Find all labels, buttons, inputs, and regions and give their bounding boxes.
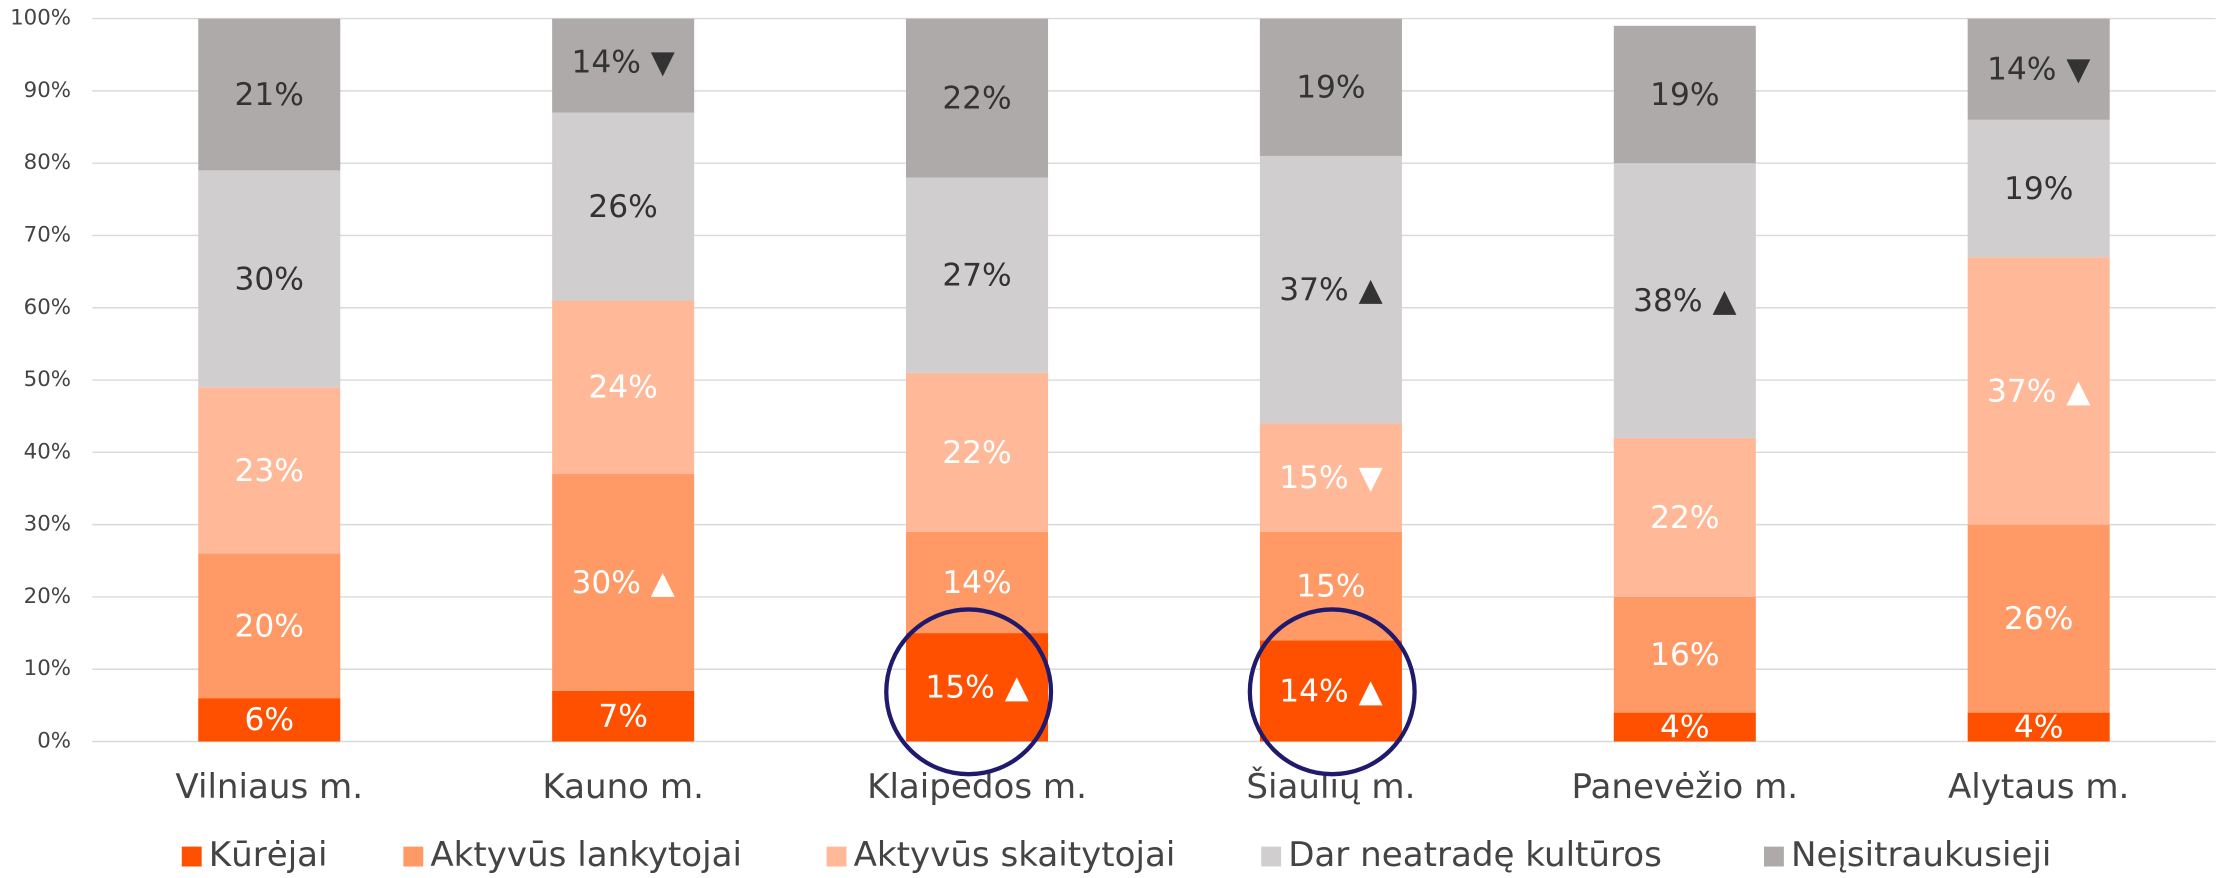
- legend-label: Dar neatradę kultūros: [1288, 835, 1662, 875]
- bars: [198, 18, 2110, 742]
- data-label: 14% ▲: [1279, 673, 1382, 709]
- bar-segment: [1259, 640, 1402, 742]
- bar-segment: [198, 170, 341, 388]
- bar-segment: [198, 553, 341, 699]
- legend-swatch: [1261, 846, 1282, 867]
- y-tick-label: 10%: [24, 656, 71, 681]
- bar-segment: [552, 18, 695, 113]
- y-tick-label: 60%: [24, 295, 71, 320]
- x-tick-label: Alytaus m.: [1948, 767, 2129, 807]
- legend-swatch: [1763, 846, 1784, 867]
- data-label: 26%: [2004, 601, 2073, 637]
- bar-segment: [906, 177, 1049, 373]
- data-label: 30%: [235, 261, 304, 297]
- legend-label: Neįsitraukusieji: [1791, 835, 2051, 875]
- y-tick-label: 0%: [37, 729, 71, 754]
- bar-segment: [1967, 119, 2110, 258]
- x-tick-label: Vilniaus m.: [175, 767, 363, 807]
- y-tick-label: 90%: [24, 78, 71, 103]
- y-tick-label: 70%: [24, 222, 71, 247]
- data-label: 19%: [1650, 77, 1719, 113]
- highlight-circle: [884, 607, 1054, 777]
- x-tick-label: Kauno m.: [542, 767, 704, 807]
- legend-swatch: [826, 846, 847, 867]
- bar-segment: [552, 300, 695, 475]
- bar-segment: [1967, 18, 2110, 120]
- data-label: 19%: [2004, 171, 2073, 207]
- data-label: 20%: [235, 608, 304, 644]
- data-label: 4%: [1660, 709, 1710, 745]
- legend-label: Aktyvūs lankytojai: [430, 835, 742, 875]
- y-tick-label: 20%: [24, 584, 71, 609]
- data-label: 15% ▲: [925, 670, 1028, 706]
- data-label: 16%: [1650, 637, 1719, 673]
- data-label: 4%: [2014, 709, 2064, 745]
- bar-segment: [198, 387, 341, 554]
- data-label: 23%: [235, 453, 304, 489]
- y-tick-label: 30%: [24, 512, 71, 537]
- data-label: 38% ▲: [1633, 283, 1736, 319]
- legend-swatch: [181, 846, 202, 867]
- legend-label: Aktyvūs skaitytojai: [854, 835, 1176, 875]
- data-label: 37% ▲: [1279, 272, 1382, 308]
- bar-segment: [1259, 423, 1402, 532]
- bar-segment: [552, 690, 695, 742]
- y-tick-label: 40%: [24, 439, 71, 464]
- data-label: 21%: [235, 77, 304, 113]
- x-tick-label: Šiaulių m.: [1246, 766, 1415, 807]
- data-label: 14%: [942, 565, 1011, 601]
- grid: 0% 10% 20% 30% 40% 50% 60% 70% 80% 90% 100%: [10, 6, 2216, 754]
- bar-segment: [1613, 437, 1756, 597]
- x-tick-label: Panevėžio m.: [1571, 767, 1798, 807]
- data-label: 14% ▼: [1987, 52, 2090, 88]
- data-label: 22%: [942, 435, 1011, 471]
- data-label: 37% ▲: [1987, 373, 2090, 409]
- bar-segment: [906, 633, 1049, 742]
- legend-label: Kūrėjai: [209, 835, 328, 875]
- bar-segment: [906, 531, 1049, 634]
- data-label: 14% ▼: [571, 44, 674, 80]
- bar-segment: [552, 112, 695, 301]
- y-tick-label: 80%: [24, 150, 71, 175]
- data-label: 7%: [598, 699, 648, 735]
- bar-segment: [198, 698, 341, 742]
- y-tick-label: 100%: [10, 6, 71, 31]
- bar-segment: [1967, 712, 2110, 742]
- data-label: 30% ▲: [571, 565, 674, 601]
- data-label: 15%: [1296, 569, 1365, 605]
- bar-segment: [906, 372, 1049, 532]
- data-label: 22%: [942, 81, 1011, 117]
- data-label: 27%: [942, 258, 1011, 294]
- bar-segment: [1259, 155, 1402, 424]
- bar-segment: [1613, 25, 1756, 164]
- data-label: 6%: [244, 702, 294, 738]
- bar-segment: [906, 18, 1049, 178]
- data-label: 19%: [1296, 70, 1365, 106]
- legend-swatch: [403, 846, 424, 867]
- bar-segment: [1613, 596, 1756, 713]
- bar-segment: [198, 18, 341, 171]
- y-tick-label: 50%: [24, 367, 71, 392]
- data-label: 22%: [1650, 500, 1719, 536]
- bar-segment: [1967, 524, 2110, 713]
- bar-segment: [1259, 18, 1402, 156]
- data-label: 26%: [588, 189, 657, 225]
- highlight-circle: [1247, 607, 1417, 777]
- data-label: 15% ▼: [1279, 460, 1382, 496]
- bar-segment: [552, 474, 695, 691]
- bar-segment: [1613, 163, 1756, 438]
- bar-segment: [1613, 712, 1756, 742]
- labels: Vilniaus m. 6% 20% 23% 30% 21% Kauno m. 7% 30% ▲…: [175, 44, 2129, 806]
- legend: Kūrėjai Aktyvūs lankytojai Aktyvūs skaityt…: [181, 835, 2051, 875]
- data-label: 24%: [588, 370, 657, 406]
- bar-segment: [1967, 257, 2110, 525]
